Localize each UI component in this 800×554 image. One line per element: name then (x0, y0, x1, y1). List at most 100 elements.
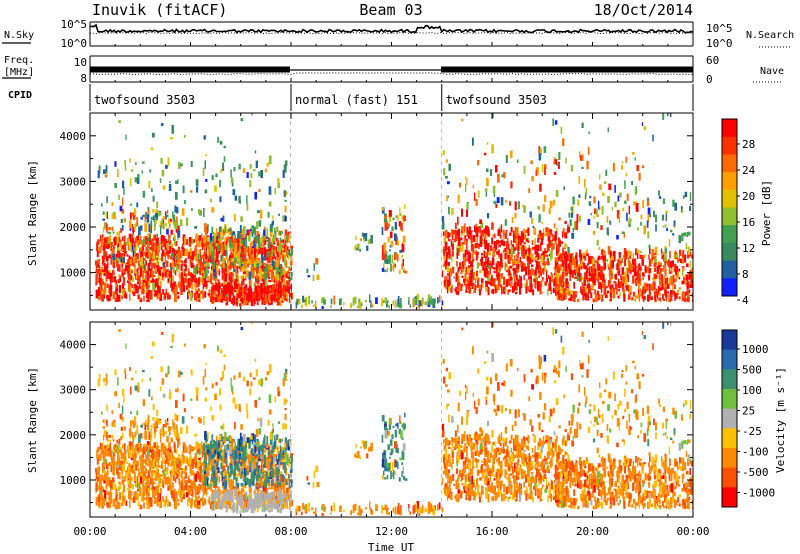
power-echo-3534 (668, 278, 671, 285)
power-echo-3052 (558, 217, 561, 221)
power-y-tick-0: 1000 (60, 267, 87, 280)
power-echo-1976 (277, 178, 280, 183)
power-echo-417 (187, 291, 189, 300)
velocity-echo-977 (105, 480, 107, 485)
power-echo-1857 (240, 259, 243, 268)
velocity-echo-45 (175, 448, 178, 454)
velocity-echo-559 (222, 465, 225, 472)
velocity-echo-498 (117, 455, 120, 459)
velocity-echo-202 (288, 489, 292, 493)
power-echo-3829 (662, 198, 666, 204)
power-echo-2172 (401, 229, 404, 232)
power-echo-2350 (487, 246, 490, 254)
power-echo-3683 (658, 273, 661, 280)
velocity-echo-772 (184, 485, 187, 490)
power-echo-2107 (171, 124, 174, 134)
power-echo-3749 (636, 266, 639, 269)
power-echo-782 (201, 237, 204, 242)
velocity-echo-1024 (99, 453, 102, 461)
power-echo-3441 (672, 281, 674, 291)
power-echo-1002 (178, 250, 181, 259)
power-echo-1327 (150, 220, 153, 227)
power-echo-2805 (485, 280, 488, 288)
power-echo-1007 (194, 245, 198, 255)
power-echo-2932 (563, 260, 566, 265)
power-echo-1972 (136, 202, 139, 208)
power-echo-2417 (530, 264, 534, 268)
power-echo-1934 (277, 183, 281, 189)
velocity-echo-797 (202, 469, 204, 478)
velocity-echo-529 (108, 462, 111, 466)
power-echo-1341 (131, 224, 134, 230)
power-echo-2952 (494, 233, 496, 239)
power-echo-2181 (403, 269, 406, 273)
power-echo-3596 (629, 251, 632, 256)
power-echo-1871 (213, 262, 216, 270)
power-echo-1718 (214, 233, 217, 237)
velocity-echo-863 (121, 452, 125, 457)
power-echo-3684 (584, 265, 587, 270)
power-echo-1079 (127, 259, 130, 267)
power-echo-1776 (237, 275, 240, 281)
date-title: 18/Oct/2014 (594, 1, 693, 19)
power-echo-1728 (234, 252, 237, 259)
velocity-echo-708 (262, 503, 265, 508)
velocity-echo-922 (204, 482, 207, 492)
power-echo-1313 (118, 231, 121, 237)
power-echo-677 (226, 239, 228, 247)
power-echo-1148 (128, 233, 132, 243)
power-echo-257 (150, 268, 152, 271)
velocity-echo-970 (121, 470, 124, 476)
power-echo-2179 (384, 222, 388, 231)
velocity-echo-590 (139, 476, 143, 484)
power-echo-3141 (529, 211, 532, 218)
power-echo-388 (141, 286, 145, 295)
power-echo-2849 (537, 244, 540, 252)
power-echo-2367 (464, 249, 467, 259)
power-echo-2936 (465, 290, 468, 293)
power-echo-1918 (224, 273, 228, 282)
power-echo-2111 (306, 268, 309, 274)
power-echo-2171 (397, 214, 399, 221)
power-echo-3835 (673, 220, 676, 227)
power-echo-2152 (391, 254, 394, 264)
power-echo-2719 (523, 245, 525, 252)
power-echo-1890 (210, 269, 214, 275)
power-echo-427 (147, 263, 150, 271)
velocity-echo-624 (154, 474, 157, 478)
power-echo-3138 (600, 225, 603, 230)
power-echo-2756 (461, 275, 464, 278)
power-echo-2003 (246, 172, 249, 178)
power-echo-3485 (557, 267, 561, 277)
power-echo-548 (194, 254, 198, 261)
power-echo-1620 (240, 256, 242, 259)
power-echo-1813 (239, 252, 242, 255)
power-echo-3080 (477, 190, 480, 198)
power-echo-1593 (211, 236, 214, 242)
power-echo-1968 (167, 157, 170, 167)
velocity-echo-598 (193, 483, 196, 489)
power-echo-3591 (689, 260, 691, 268)
power-echo-3092 (535, 169, 537, 177)
power-echo-1814 (234, 234, 236, 242)
power-echo-3806 (667, 259, 670, 267)
power-echo-3538 (625, 285, 627, 288)
power-echo-18 (109, 292, 112, 301)
power-echo-3875 (665, 210, 668, 214)
power-echo-683 (174, 293, 177, 303)
power-echo-1526 (232, 292, 234, 300)
power-echo-3864 (683, 195, 685, 199)
power-echo-1881 (281, 247, 285, 252)
power-echo-979 (119, 284, 122, 294)
power-echo-3097 (490, 169, 493, 176)
velocity-echo-18 (109, 499, 112, 508)
power-echo-506 (109, 243, 112, 250)
power-echo-8 (110, 277, 112, 286)
power-echo-1653 (227, 258, 229, 267)
power-echo-3741 (653, 262, 656, 267)
power-echo-1830 (254, 238, 257, 245)
velocity-echo-947 (113, 452, 115, 460)
power-echo-2701 (472, 234, 476, 243)
power-echo-396 (247, 289, 249, 293)
power-echo-3891 (658, 190, 660, 196)
